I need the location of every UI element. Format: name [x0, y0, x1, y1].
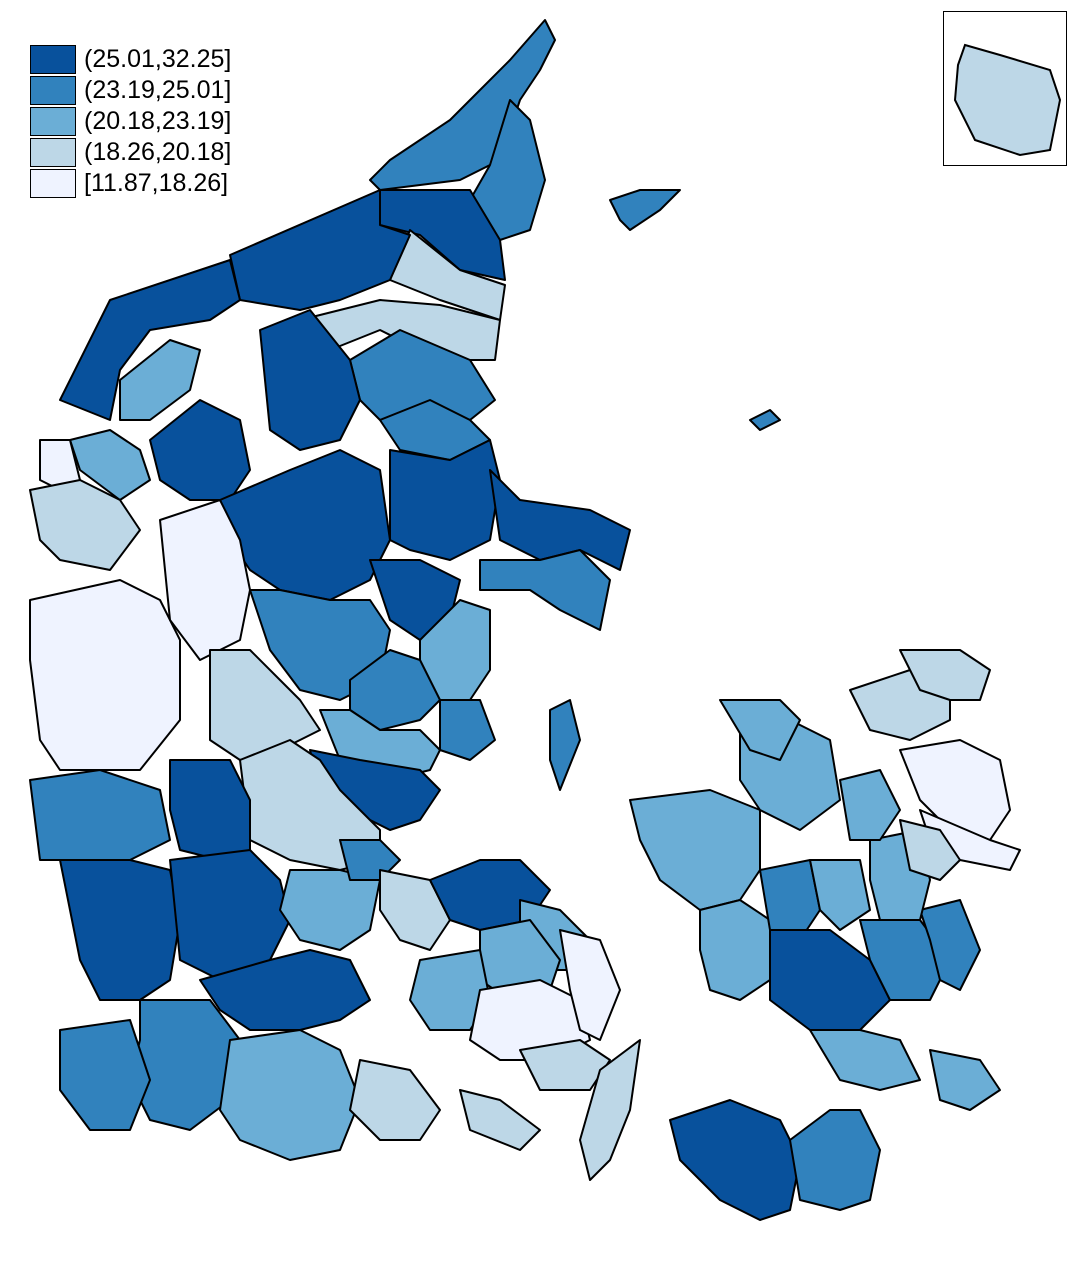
- region-anholt: [749, 409, 781, 431]
- legend-item: (25.01,32.25]: [30, 44, 231, 75]
- region-vejen: [169, 849, 291, 981]
- legend-item: (20.18,23.19]: [30, 106, 231, 137]
- region-laesoe: [609, 189, 681, 231]
- region-guldborgsund: [789, 1109, 881, 1211]
- region-frederikshavn: [469, 99, 546, 241]
- region-odder: [439, 699, 496, 761]
- region-north-tip: [369, 19, 556, 191]
- legend-label: (18.26,20.18]: [84, 138, 232, 166]
- legend-swatch: [30, 138, 76, 167]
- region-haderslev: [199, 949, 371, 1031]
- region-brande: [209, 649, 321, 761]
- region-bornholm: [953, 43, 1062, 157]
- region-struer: [69, 429, 151, 501]
- region-naestved: [769, 929, 891, 1031]
- region-assens: [409, 949, 491, 1031]
- region-holstebro: [29, 479, 141, 571]
- region-soenderborg: [349, 1059, 441, 1141]
- region-samsoe: [549, 699, 581, 791]
- region-kalundborg: [629, 789, 761, 911]
- region-herning: [29, 579, 181, 771]
- region-ikast: [159, 499, 251, 661]
- region-lolland: [669, 1099, 801, 1221]
- region-moen: [929, 1049, 1001, 1111]
- region-greve: [899, 819, 961, 881]
- region-thisted: [229, 189, 411, 311]
- region-kolding: [279, 869, 381, 951]
- legend-item: [11.87,18.26]: [30, 168, 231, 199]
- region-langeland: [579, 1039, 641, 1181]
- legend-label: [11.87,18.26]: [84, 169, 229, 197]
- region-ringsted: [809, 859, 871, 931]
- legend-swatch: [30, 107, 76, 136]
- region-roskilde: [839, 769, 901, 841]
- region-aabenraa: [219, 1029, 361, 1161]
- region-jammerbugt: [59, 259, 241, 421]
- region-soroe: [759, 859, 821, 941]
- bornholm-inset-frame: [943, 11, 1067, 166]
- region-morsoe: [119, 339, 201, 421]
- region-stevns: [919, 899, 981, 991]
- region-varde: [59, 859, 181, 1001]
- legend-item: (23.19,25.01]: [30, 75, 231, 106]
- region-billund: [169, 759, 251, 861]
- legend-swatch: [30, 169, 76, 198]
- region-randers: [389, 439, 501, 561]
- region-copenhagen-north: [899, 739, 1011, 841]
- region-aeroe: [459, 1089, 541, 1151]
- region-vesthimmerland: [259, 309, 361, 451]
- region-vordingborg: [809, 1029, 921, 1091]
- region-toender: [59, 1019, 151, 1131]
- region-skive: [149, 399, 251, 501]
- legend-label: (23.19,25.01]: [84, 76, 232, 104]
- legend: (25.01,32.25] (23.19,25.01] (20.18,23.19…: [30, 44, 231, 199]
- region-syddjurs: [479, 549, 611, 631]
- region-odsherred: [719, 699, 801, 761]
- legend-swatch: [30, 76, 76, 105]
- legend-label: (25.01,32.25]: [84, 45, 232, 73]
- legend-swatch: [30, 45, 76, 74]
- legend-label: (20.18,23.19]: [84, 107, 232, 135]
- region-nyborg: [559, 929, 621, 1041]
- legend-item: (18.26,20.18]: [30, 137, 231, 168]
- region-norddjurs: [489, 469, 631, 571]
- region-helsingoer: [899, 649, 991, 701]
- region-slagelse: [699, 899, 771, 1001]
- region-ringkoebing: [29, 769, 171, 861]
